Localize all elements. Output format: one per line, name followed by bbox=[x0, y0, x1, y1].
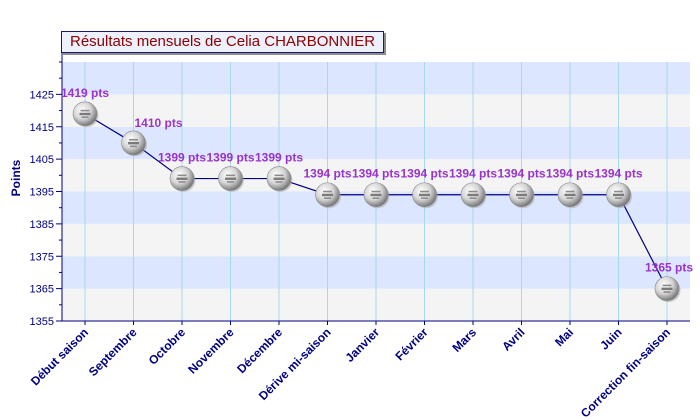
marker-logo bbox=[79, 112, 91, 116]
x-tick-label: Septembre bbox=[86, 325, 140, 379]
marker-logo bbox=[370, 193, 382, 197]
marker-logo bbox=[273, 177, 285, 180]
y-tick-label: 1395 bbox=[30, 187, 54, 199]
x-tick-label: Avril bbox=[499, 325, 527, 353]
data-point bbox=[315, 182, 341, 209]
marker-logo bbox=[130, 145, 137, 148]
marker-logo bbox=[419, 193, 430, 197]
marker-logo bbox=[564, 193, 576, 197]
marker-logo bbox=[421, 197, 428, 199]
data-label: 1394 pts bbox=[400, 167, 448, 181]
data-point bbox=[72, 101, 99, 128]
marker-logo bbox=[516, 193, 527, 197]
y-tick-label: 1405 bbox=[30, 154, 54, 166]
marker-logo bbox=[128, 141, 139, 145]
data-label: 1410 pts bbox=[134, 116, 182, 130]
data-label: 1419 pts bbox=[61, 86, 109, 100]
marker-logo bbox=[177, 174, 187, 177]
y-tick-label: 1385 bbox=[30, 219, 54, 231]
data-point bbox=[266, 166, 293, 193]
data-label: 1394 pts bbox=[497, 167, 545, 181]
data-label: 1399 pts bbox=[255, 151, 303, 165]
x-tick-label: Novembre bbox=[185, 325, 237, 377]
data-point bbox=[412, 182, 438, 209]
marker-logo bbox=[274, 174, 284, 177]
marker-logo bbox=[661, 287, 673, 291]
x-tick-label: Décembre bbox=[234, 325, 285, 376]
data-label: 1399 pts bbox=[206, 151, 254, 165]
y-tick-label: 1425 bbox=[30, 89, 54, 101]
marker-logo bbox=[372, 197, 380, 199]
data-point bbox=[460, 182, 487, 209]
marker-logo bbox=[467, 193, 479, 197]
marker-logo bbox=[613, 193, 624, 197]
x-tick-label: Octobre bbox=[146, 325, 189, 368]
data-point bbox=[218, 166, 244, 193]
y-tick-label: 1375 bbox=[30, 251, 54, 263]
x-tick-label: Janvier bbox=[343, 325, 383, 365]
marker-logo bbox=[322, 193, 333, 197]
marker-logo bbox=[566, 197, 574, 199]
x-tick-label: Février bbox=[392, 325, 430, 363]
data-label: 1394 pts bbox=[352, 167, 400, 181]
data-label: 1399 pts bbox=[158, 151, 206, 165]
marker-logo bbox=[663, 291, 671, 293]
marker-logo bbox=[518, 197, 525, 199]
marker-logo bbox=[227, 181, 234, 183]
marker-logo bbox=[469, 197, 477, 199]
marker-logo bbox=[662, 284, 672, 287]
data-point bbox=[363, 182, 390, 209]
marker-logo bbox=[81, 116, 89, 118]
marker-logo bbox=[468, 190, 478, 193]
marker-logo bbox=[371, 190, 381, 193]
data-point bbox=[654, 276, 681, 303]
x-tick-label: Début saison bbox=[28, 325, 91, 388]
data-point bbox=[121, 130, 147, 157]
marker-logo bbox=[275, 181, 283, 183]
data-label: 1365 pts bbox=[645, 261, 693, 275]
data-point bbox=[606, 182, 632, 209]
x-tick-label: Juin bbox=[597, 325, 624, 352]
marker-logo bbox=[129, 138, 138, 141]
data-label: 1394 pts bbox=[303, 167, 351, 181]
marker-logo bbox=[324, 197, 331, 199]
data-point bbox=[557, 182, 584, 209]
marker-logo bbox=[178, 181, 186, 183]
marker-logo bbox=[226, 174, 235, 177]
marker-logo bbox=[517, 190, 526, 193]
x-tick-label: Correction fin-saison bbox=[578, 325, 673, 420]
marker-logo bbox=[420, 190, 429, 193]
chart-title: Résultats mensuels de Celia CHARBONNIER bbox=[61, 31, 385, 53]
marker-logo bbox=[565, 190, 575, 193]
marker-logo bbox=[323, 190, 332, 193]
marker-logo bbox=[176, 177, 188, 180]
y-tick-label: 1365 bbox=[30, 284, 54, 296]
y-tick-label: 1415 bbox=[30, 122, 54, 134]
marker-logo bbox=[614, 190, 623, 193]
x-tick-label: Mai bbox=[552, 325, 576, 349]
marker-logo bbox=[80, 109, 90, 112]
data-point bbox=[169, 166, 196, 193]
marker-logo bbox=[615, 197, 622, 199]
marker-logo bbox=[225, 177, 236, 180]
data-point bbox=[509, 182, 535, 209]
x-tick-label: Mars bbox=[449, 325, 479, 355]
data-label: 1394 pts bbox=[594, 167, 642, 181]
data-label: 1394 pts bbox=[449, 167, 497, 181]
y-axis-label: Points bbox=[9, 159, 23, 196]
y-tick-label: 1355 bbox=[30, 316, 54, 328]
data-label: 1394 pts bbox=[546, 167, 594, 181]
